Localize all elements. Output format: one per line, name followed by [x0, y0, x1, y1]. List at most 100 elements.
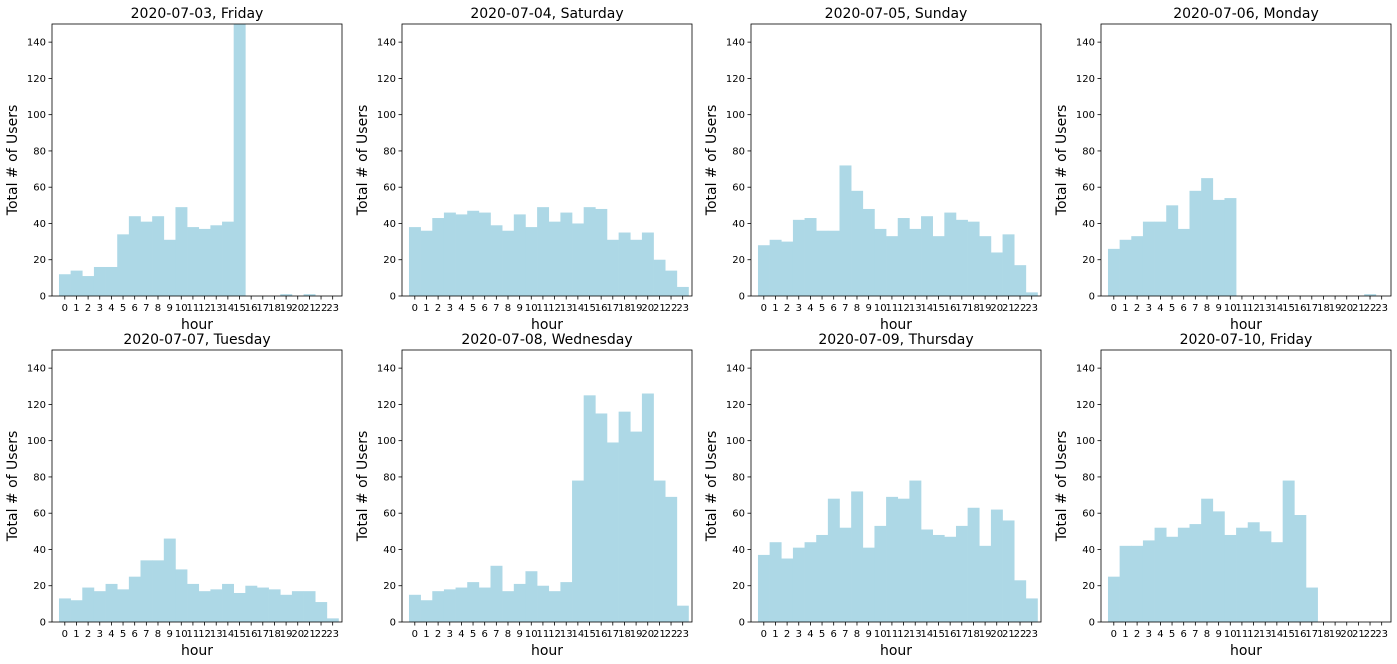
y-axis-label: Total # of Users [355, 105, 371, 216]
x-tick-label: 15 [583, 303, 596, 314]
x-tick-label: 23 [1025, 303, 1038, 314]
y-tick-label: 0 [40, 292, 46, 303]
x-tick-label: 1 [73, 303, 79, 314]
bar-hour-0 [1107, 248, 1120, 296]
x-tick-label: 15 [1282, 303, 1295, 314]
x-tick-label: 20 [291, 629, 304, 640]
x-tick-label: 8 [155, 629, 161, 640]
bar-hour-16 [595, 208, 608, 296]
bar-hour-20 [641, 393, 654, 622]
bar-hour-13 [560, 212, 573, 296]
bar-hour-9 [1212, 199, 1225, 296]
x-tick-label: 6 [831, 629, 837, 640]
chart-title: 2020-07-03, Friday [131, 6, 264, 22]
x-tick-label: 15 [583, 629, 596, 640]
bar-hour-0 [58, 274, 71, 296]
x-tick-label: 14 [571, 629, 584, 640]
bar-hour-6 [128, 216, 141, 296]
bar-hour-2 [1131, 236, 1144, 296]
bar-hour-5 [816, 230, 829, 296]
y-tick-label: 140 [726, 38, 745, 49]
x-tick-label: 20 [990, 629, 1003, 640]
bar-hour-10 [874, 228, 887, 296]
bar-hour-6 [1177, 228, 1190, 296]
y-tick-label: 80 [33, 472, 46, 483]
x-tick-label: 11 [537, 629, 550, 640]
bar-hour-12 [1247, 522, 1260, 622]
bar-hour-19 [630, 431, 643, 622]
x-tick-label: 2 [784, 629, 790, 640]
bar-hour-5 [1166, 536, 1179, 622]
x-tick-label: 4 [807, 629, 813, 640]
bar-hour-22 [1364, 294, 1377, 296]
bar-hour-8 [152, 560, 165, 622]
bar-hour-3 [93, 266, 106, 296]
bar-hour-1 [1119, 545, 1132, 622]
bar-hour-18 [967, 221, 980, 296]
bar-hour-2 [82, 587, 95, 622]
x-tick-label: 0 [761, 629, 767, 640]
y-tick-label: 120 [377, 74, 396, 85]
y-tick-label: 40 [732, 219, 745, 230]
bar-hour-1 [70, 600, 83, 622]
bar-hour-17 [955, 219, 968, 296]
x-tick-label: 5 [120, 303, 126, 314]
y-tick-label: 20 [1082, 255, 1095, 266]
y-tick-label: 20 [383, 255, 396, 266]
bar-hour-11 [537, 207, 550, 296]
y-tick-label: 120 [27, 400, 46, 411]
x-tick-label: 5 [1169, 303, 1175, 314]
y-tick-label: 60 [732, 183, 745, 194]
bar-hour-15 [233, 24, 246, 296]
y-axis-label: Total # of Users [1054, 431, 1070, 542]
x-tick-label: 10 [1224, 629, 1237, 640]
x-tick-label: 18 [618, 629, 631, 640]
x-tick-label: 22 [1364, 303, 1377, 314]
bar-hour-11 [187, 227, 200, 296]
x-tick-label: 10 [874, 629, 887, 640]
x-tick-label: 12 [198, 629, 211, 640]
bar-hour-15 [932, 534, 945, 622]
x-tick-label: 12 [548, 629, 561, 640]
chart-panel-4: 0 20 40 60 80 100 120 140 0 1 2 3 4 5 6 7 8 9 10 11 12 13 14 15… [1049, 0, 1397, 333]
bar-hour-17 [955, 525, 968, 622]
bar-hour-10 [525, 227, 538, 296]
x-tick-label: 8 [1204, 303, 1210, 314]
x-tick-label: 9 [166, 303, 172, 314]
x-tick-label: 2 [85, 629, 91, 640]
x-axis-label: hour [1230, 643, 1262, 659]
x-tick-label: 22 [1014, 303, 1027, 314]
y-tick-label: 20 [33, 581, 46, 592]
bar-hour-1 [420, 230, 433, 296]
bar-hour-18 [618, 411, 631, 622]
bar-hour-7 [490, 565, 503, 622]
x-tick-label: 11 [537, 303, 550, 314]
x-axis-label: hour [1230, 317, 1262, 333]
y-tick-label: 20 [383, 581, 396, 592]
x-tick-label: 18 [967, 303, 980, 314]
x-tick-label: 17 [1305, 303, 1318, 314]
y-tick-label: 80 [732, 472, 745, 483]
x-tick-label: 8 [854, 629, 860, 640]
x-tick-label: 19 [1329, 303, 1342, 314]
x-axis-label: hour [531, 643, 563, 659]
x-tick-label: 7 [493, 629, 499, 640]
bar-hour-11 [886, 496, 899, 622]
bar-hour-4 [1154, 221, 1167, 296]
bar-hour-4 [105, 266, 118, 296]
x-tick-label: 9 [865, 629, 871, 640]
chart-title: 2020-07-08, Wednesday [461, 332, 632, 348]
y-tick-label: 40 [33, 219, 46, 230]
bar-hour-4 [455, 214, 468, 296]
bar-hour-12 [897, 218, 910, 296]
x-tick-label: 22 [1364, 629, 1377, 640]
y-tick-label: 120 [377, 400, 396, 411]
x-tick-label: 5 [1169, 629, 1175, 640]
x-tick-label: 13 [210, 629, 223, 640]
x-tick-label: 2 [85, 303, 91, 314]
y-axis-label: Total # of Users [5, 431, 21, 542]
bar-hour-21 [303, 591, 316, 622]
x-tick-label: 16 [595, 629, 608, 640]
